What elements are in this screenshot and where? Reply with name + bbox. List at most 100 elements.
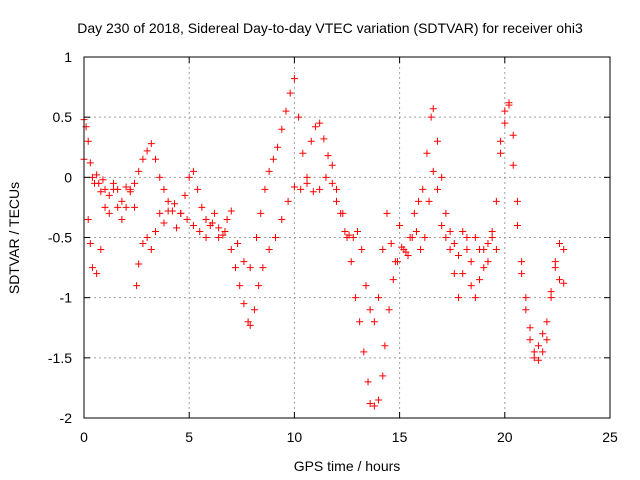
data-point xyxy=(147,140,155,148)
data-point xyxy=(284,197,292,205)
data-point xyxy=(381,342,389,350)
data-point xyxy=(459,270,467,278)
data-point xyxy=(509,161,517,169)
data-point xyxy=(215,234,223,241)
data-point xyxy=(471,294,479,302)
data-point xyxy=(501,107,509,115)
data-point xyxy=(219,231,227,239)
data-point xyxy=(400,246,408,254)
data-point xyxy=(433,137,441,145)
x-tick-label: 25 xyxy=(602,429,618,445)
data-point xyxy=(109,185,117,193)
data-point xyxy=(189,221,197,229)
y-tick-label: -0.5 xyxy=(48,230,72,246)
data-point xyxy=(246,321,254,329)
data-point xyxy=(492,246,500,254)
x-tick-label: 20 xyxy=(497,429,513,445)
data-point xyxy=(518,270,526,278)
data-point xyxy=(351,294,359,302)
data-point xyxy=(421,234,429,241)
y-axis: 1 0.5 0 -0.5 -1 -1.5 -2 xyxy=(48,49,610,426)
data-point xyxy=(347,258,355,266)
data-point xyxy=(429,105,437,113)
data-point xyxy=(480,264,488,272)
data-point xyxy=(152,227,160,235)
data-point xyxy=(455,294,463,302)
data-point xyxy=(282,107,290,115)
data-point xyxy=(442,209,450,217)
data-point xyxy=(526,336,534,344)
data-point xyxy=(278,125,286,133)
data-point xyxy=(114,203,122,211)
data-point xyxy=(109,179,117,187)
data-point xyxy=(95,179,103,187)
data-point xyxy=(164,197,172,205)
data-point xyxy=(307,137,315,145)
data-point xyxy=(332,197,340,205)
data-point xyxy=(86,159,94,167)
data-point xyxy=(419,185,427,193)
data-point xyxy=(259,264,267,272)
grid xyxy=(84,57,610,418)
data-point xyxy=(290,75,298,83)
data-point xyxy=(295,113,303,121)
data-point xyxy=(206,221,214,229)
data-point xyxy=(297,185,305,193)
data-point xyxy=(122,203,130,211)
data-point xyxy=(130,179,138,187)
data-point xyxy=(101,203,109,211)
data-point xyxy=(450,270,458,278)
data-point xyxy=(379,372,387,380)
data-point xyxy=(202,215,210,223)
data-point xyxy=(463,234,471,241)
x-axis-label: GPS time / hours xyxy=(294,458,401,474)
data-point xyxy=(328,161,336,169)
data-point xyxy=(135,167,143,175)
data-point xyxy=(322,173,330,181)
data-point xyxy=(189,167,197,175)
data-point xyxy=(215,224,223,232)
data-point xyxy=(366,400,374,408)
data-point xyxy=(99,176,107,184)
data-point xyxy=(389,276,397,284)
data-point xyxy=(341,227,349,235)
data-point xyxy=(257,209,265,217)
data-point xyxy=(244,318,252,326)
data-point xyxy=(530,348,538,356)
data-point xyxy=(152,155,160,163)
data-point xyxy=(139,240,147,248)
data-point xyxy=(202,234,210,241)
y-tick-label: -2 xyxy=(60,410,73,426)
data-point xyxy=(345,231,353,239)
data-point xyxy=(530,354,538,362)
data-point xyxy=(177,209,185,217)
data-point xyxy=(97,246,105,254)
data-point xyxy=(303,173,311,181)
data-point xyxy=(385,306,393,314)
y-tick-label: -1.5 xyxy=(48,350,72,366)
data-point xyxy=(194,185,202,193)
data-point xyxy=(476,276,484,284)
data-point xyxy=(484,240,492,248)
data-point xyxy=(88,264,96,272)
data-point xyxy=(522,294,530,302)
data-point xyxy=(311,123,319,131)
data-point xyxy=(139,155,147,163)
data-point xyxy=(265,246,273,254)
data-point xyxy=(196,227,204,235)
data-point xyxy=(160,219,168,227)
data-point xyxy=(278,215,286,223)
data-point xyxy=(255,282,263,290)
data-point xyxy=(396,221,404,229)
data-point xyxy=(105,191,113,199)
data-point xyxy=(198,203,206,211)
data-point xyxy=(412,227,420,235)
data-point xyxy=(210,209,218,217)
data-point xyxy=(130,203,138,211)
data-point xyxy=(93,171,101,179)
data-point xyxy=(364,378,372,386)
data-point xyxy=(246,264,254,272)
series-sdtvar xyxy=(80,75,568,410)
data-point xyxy=(185,173,193,181)
data-point xyxy=(467,282,475,290)
